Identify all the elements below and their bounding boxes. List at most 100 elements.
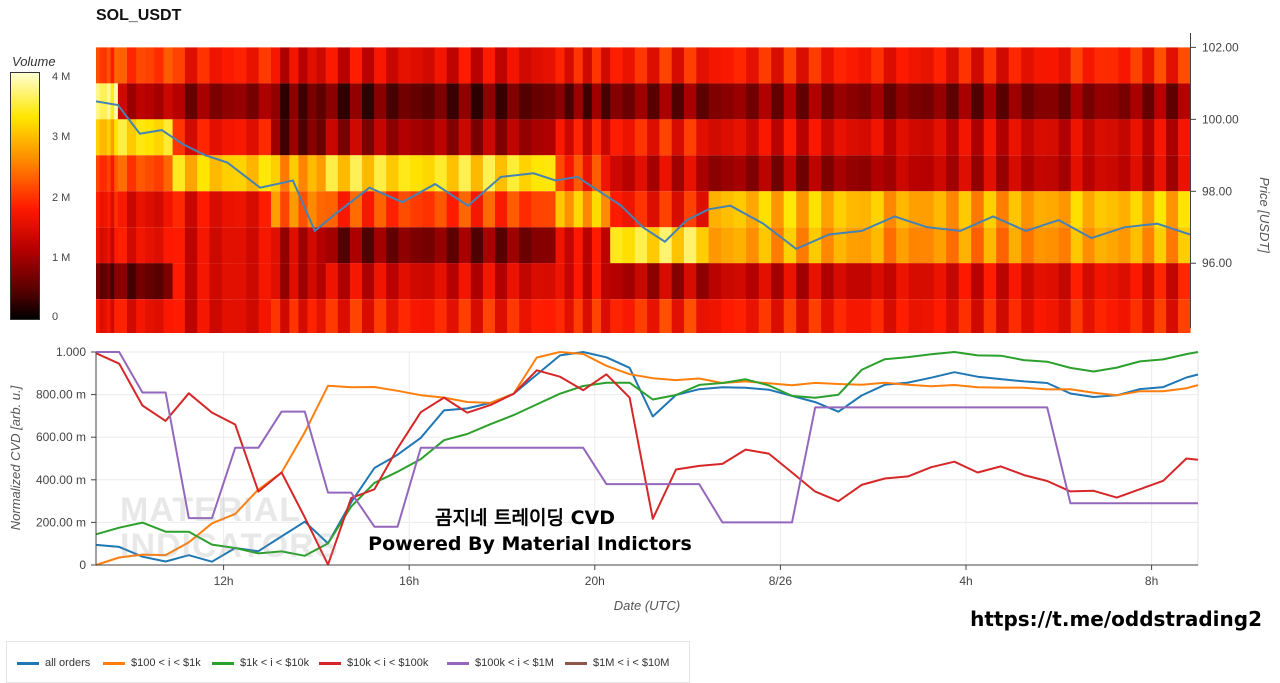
heatmap-cell (1142, 191, 1155, 228)
heatmap-cell (289, 191, 299, 228)
heatmap-cell (184, 191, 198, 228)
heatmap-cell (1130, 47, 1143, 84)
heatmap-cell (234, 299, 247, 333)
heatmap-cell (582, 263, 593, 300)
heatmap-cell (482, 119, 496, 156)
heatmap-cell (289, 83, 299, 120)
heatmap-cell (325, 191, 339, 228)
heatmap-cell (1008, 83, 1022, 120)
heatmap-cell (246, 47, 260, 84)
cvd-axes: 1.000 800.00 m 600.00 m 400.00 m 200.00 m 0 12… (36, 345, 1198, 588)
heatmap-cell (1142, 83, 1155, 120)
heatmap-cell (622, 299, 636, 333)
heatmap-cell (871, 47, 885, 84)
heatmap-cell (110, 227, 115, 264)
heatmap-cell (197, 83, 211, 120)
heatmap-cell (933, 191, 947, 228)
heatmap-cell (1106, 47, 1119, 84)
cvd-x-axis-label: Date (UTC) (614, 598, 680, 613)
heatmap-cell (896, 119, 910, 156)
heatmap-cell (374, 227, 387, 264)
heatmap-cell (163, 83, 174, 120)
heatmap-cell (564, 119, 575, 156)
heatmap-cell (117, 263, 128, 300)
heatmap-cell (696, 299, 710, 333)
heatmap-cell (1118, 299, 1131, 333)
legend-swatch (17, 661, 39, 665)
heatmap-cell (197, 119, 211, 156)
cvd-chart[interactable]: 1.000 800.00 m 600.00 m 400.00 m 200.00 m 0 12… (0, 340, 1210, 615)
heatmap-cell (531, 119, 544, 156)
telegram-link[interactable]: https://t.me/oddstrading2 (970, 607, 1262, 631)
heatmap-cell (1070, 263, 1084, 300)
heatmap-cell (209, 191, 223, 228)
heatmap-cells (96, 47, 1191, 333)
legend-item-100-1k[interactable]: $100 < i < $1k (103, 657, 201, 669)
heatmap-cell (783, 155, 797, 192)
heatmap-cell (163, 155, 174, 192)
heatmap-cell (110, 119, 115, 156)
heatmap-cell (106, 119, 112, 156)
heatmap-cell (622, 83, 636, 120)
heatmap-cell (696, 119, 710, 156)
heatmap-cell (99, 299, 104, 333)
heatmap-cell (1178, 83, 1191, 120)
heatmap-cell (1106, 227, 1119, 264)
heatmap-cell (647, 227, 660, 264)
heatmap-cell (684, 119, 697, 156)
heatmap-cell (1094, 119, 1107, 156)
colorbar-tick: 1 M (52, 252, 71, 264)
heatmap-cell (733, 47, 747, 84)
heatmap-cell (362, 263, 375, 300)
heatmap-cell (110, 47, 115, 84)
heatmap-cell (1008, 263, 1022, 300)
heatmap-cell (99, 191, 104, 228)
heatmap-cell (573, 263, 584, 300)
heatmap-cell (1106, 263, 1119, 300)
heatmap-cell (758, 263, 772, 300)
heatmap-cell (671, 155, 685, 192)
heatmap-cell (696, 155, 710, 192)
heatmap-cell (172, 263, 186, 300)
heatmap-cell (1033, 227, 1047, 264)
heatmap-cell (634, 83, 648, 120)
heatmap-cell (808, 155, 822, 192)
heatmap-cell (106, 47, 112, 84)
heatmap-cell (1106, 191, 1119, 228)
legend-item-100k-1m[interactable]: $100k < i < $1M (447, 657, 554, 669)
heatmap-cell (883, 263, 897, 300)
heatmap-cell (983, 227, 997, 264)
heatmap-cell (1154, 227, 1167, 264)
heatmap-cell (671, 83, 685, 120)
heatmap-cell (246, 119, 260, 156)
heatmap-cell (110, 83, 115, 120)
legend-label: $100k < i < $1M (475, 657, 554, 669)
legend-item-1m-10m[interactable]: $1M < i < $10M (565, 657, 669, 669)
volume-heatmap[interactable]: 102.00 100.00 98.00 96.00 Price [USDT] (96, 33, 1280, 333)
heatmap-cell (271, 47, 281, 84)
heatmap-cell (946, 191, 960, 228)
heatmap-cell (258, 119, 272, 156)
heatmap-cell (117, 191, 128, 228)
heatmap-cell (622, 119, 636, 156)
heatmap-cell (271, 119, 281, 156)
heatmap-cell (519, 299, 532, 333)
heatmap-cell (808, 263, 822, 300)
heatmap-cell (410, 155, 424, 192)
legend-item-10k-100k[interactable]: $10k < i < $100k (319, 657, 428, 669)
heatmap-cell (145, 191, 155, 228)
cvd-series-line (96, 351, 1198, 528)
heatmap-cell (783, 83, 797, 120)
heatmap-cell (495, 83, 508, 120)
heatmap-cell (1094, 47, 1107, 84)
colorbar-tick: 0 (52, 311, 59, 323)
heatmap-cell (671, 119, 685, 156)
legend-item-1k-10k[interactable]: $1k < i < $10k (212, 657, 309, 669)
legend-item-all-orders[interactable]: all orders (17, 657, 90, 669)
heatmap-cell (221, 119, 235, 156)
heatmap-cell (996, 119, 1010, 156)
heatmap-cell (234, 191, 247, 228)
heatmap-cell (1082, 227, 1096, 264)
heatmap-cell (337, 155, 351, 192)
heatmap-cell (858, 263, 872, 300)
